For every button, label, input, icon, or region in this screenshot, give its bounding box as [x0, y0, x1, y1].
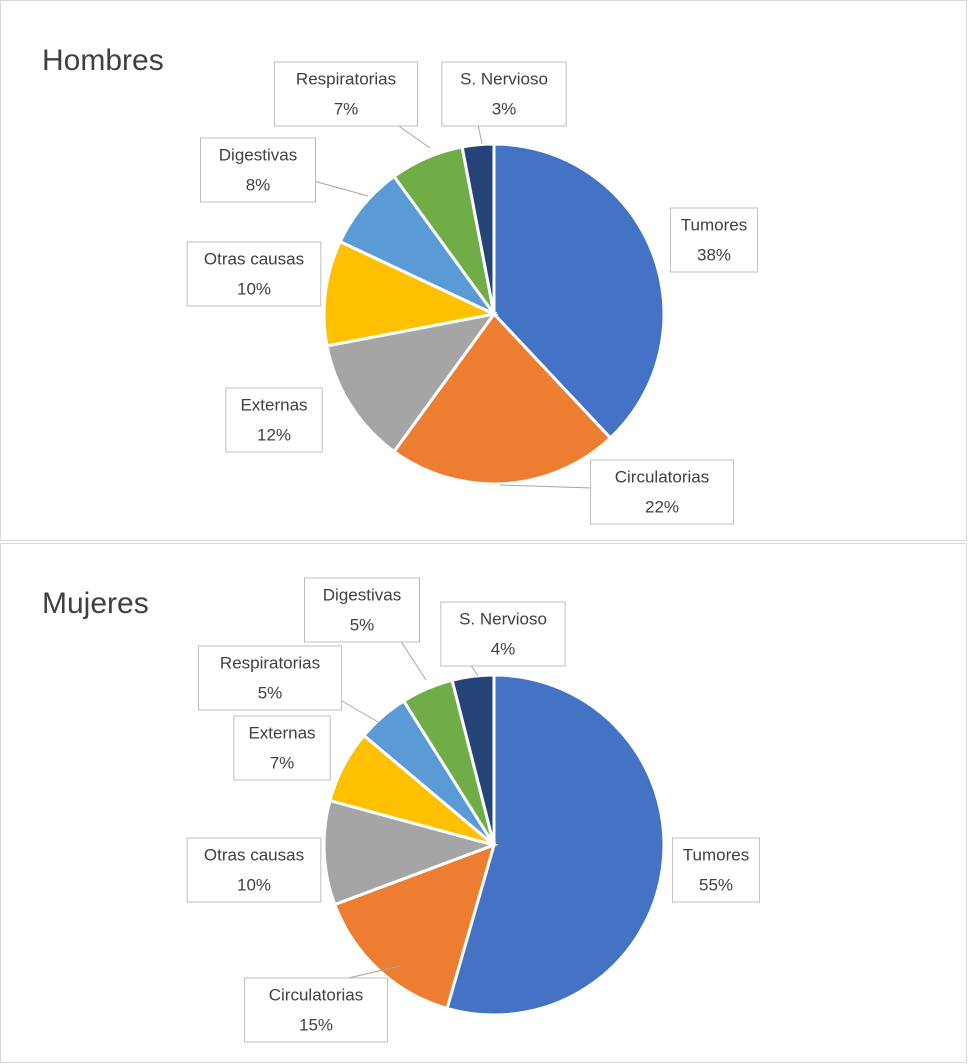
value-label: 3%	[492, 99, 517, 118]
category-label: S. Nervioso	[459, 609, 547, 628]
pie-slice	[325, 311, 498, 454]
leader-line	[499, 484, 593, 489]
pie-slice	[492, 142, 666, 441]
value-label: 7%	[334, 99, 359, 118]
leader-line	[477, 123, 483, 145]
label-box	[200, 137, 316, 203]
category-label: Otras causas	[204, 249, 304, 268]
pie-slice	[445, 673, 666, 1017]
label-box	[274, 61, 418, 127]
category-label: Respiratorias	[220, 653, 320, 672]
value-label: 38%	[697, 245, 731, 264]
leader-line	[395, 123, 431, 149]
pie-slice	[391, 311, 613, 486]
value-label: 22%	[645, 497, 679, 516]
value-label: 15%	[299, 1015, 333, 1034]
label-box	[186, 837, 322, 903]
label-box	[441, 61, 567, 127]
value-label: 55%	[699, 875, 733, 894]
category-label: Respiratorias	[296, 69, 396, 88]
pie-slice	[450, 673, 496, 846]
value-label: 10%	[237, 279, 271, 298]
value-label: 8%	[246, 175, 271, 194]
category-label: Externas	[240, 395, 307, 414]
category-label: S. Nervioso	[460, 69, 548, 88]
chart-frame	[0, 543, 967, 1063]
category-label: Tumores	[683, 845, 749, 864]
category-label: Digestivas	[219, 145, 297, 164]
category-label: Externas	[248, 723, 315, 742]
pie-slice	[460, 142, 496, 315]
leader-line	[309, 179, 369, 197]
label-box	[590, 459, 734, 525]
pie-slice	[332, 842, 497, 1011]
label-box	[198, 645, 342, 711]
pie-slice	[322, 239, 499, 348]
value-label: 4%	[491, 639, 516, 658]
value-label: 7%	[270, 753, 295, 772]
chart-frame	[0, 0, 967, 541]
label-box	[440, 601, 566, 667]
leader-line	[399, 639, 427, 681]
chart-title: Mujeres	[42, 587, 149, 620]
category-label: Tumores	[681, 215, 747, 234]
label-box	[669, 207, 759, 273]
label-box	[671, 837, 761, 903]
category-label: Digestivas	[323, 585, 401, 604]
value-label: 12%	[257, 425, 291, 444]
label-box	[244, 977, 388, 1043]
category-label: Circulatorias	[615, 467, 709, 486]
value-label: 10%	[237, 875, 271, 894]
value-label: 5%	[258, 683, 283, 702]
pie-slice	[322, 798, 499, 907]
value-label: 5%	[350, 615, 375, 634]
label-box	[225, 387, 323, 453]
category-label: Otras causas	[204, 845, 304, 864]
label-box	[304, 577, 420, 643]
chart-title: Hombres	[42, 44, 164, 77]
label-box	[186, 241, 322, 307]
label-box	[233, 715, 331, 781]
category-label: Circulatorias	[269, 985, 363, 1004]
